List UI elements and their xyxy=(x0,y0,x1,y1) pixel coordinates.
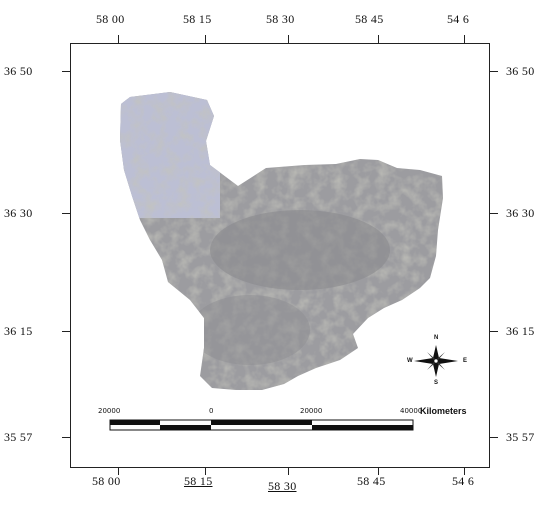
bottom-lon-label: 58 00 xyxy=(92,474,121,488)
bottom-lon-label: 58 15 xyxy=(184,474,213,488)
grid-tick xyxy=(490,213,498,214)
grid-tick xyxy=(288,468,289,475)
grid-tick xyxy=(62,437,70,438)
grid-tick xyxy=(118,468,119,475)
top-lon-label: 58 00 xyxy=(96,12,125,26)
grid-tick xyxy=(378,35,379,43)
scale-unit: Kilometers xyxy=(420,406,467,416)
right-lat-label: 36 30 xyxy=(506,206,535,220)
right-lat-label: 36 15 xyxy=(506,324,535,338)
bottom-lon-label: 58 30 xyxy=(268,479,297,493)
scale-label: 20000 xyxy=(300,407,323,415)
grid-tick xyxy=(464,468,465,475)
west-label: W xyxy=(407,358,413,364)
scale-label: 0 xyxy=(209,407,214,415)
left-lat-label: 36 50 xyxy=(4,64,33,78)
bottom-lon-label: 54 6 xyxy=(452,474,475,488)
grid-tick xyxy=(205,35,206,43)
top-lon-label: 58 30 xyxy=(266,12,295,26)
top-lon-label: 58 15 xyxy=(183,12,212,26)
grid-tick xyxy=(62,71,70,72)
scale-label: 40000 xyxy=(400,407,423,415)
scale-label: 20000 xyxy=(98,407,121,415)
right-lat-label: 36 50 xyxy=(506,64,535,78)
right-lat-label: 35 57 xyxy=(506,430,535,444)
grid-tick xyxy=(118,35,119,43)
east-label: E xyxy=(463,358,468,364)
top-lon-label: 58 45 xyxy=(355,12,384,26)
left-lat-label: 35 57 xyxy=(4,430,33,444)
bottom-lon-label: 58 45 xyxy=(357,474,386,488)
left-lat-label: 36 30 xyxy=(4,206,33,220)
north-label: N xyxy=(434,335,439,341)
left-lat-label: 36 15 xyxy=(4,324,33,338)
grid-tick xyxy=(378,468,379,475)
grid-tick xyxy=(464,35,465,43)
grid-tick xyxy=(490,71,498,72)
grid-tick xyxy=(288,35,289,43)
grid-tick xyxy=(490,437,498,438)
grid-tick xyxy=(205,468,206,475)
top-lon-label: 54 6 xyxy=(447,12,470,26)
grid-tick xyxy=(62,331,70,332)
grid-tick xyxy=(62,213,70,214)
grid-tick xyxy=(490,331,498,332)
map-frame xyxy=(70,43,490,468)
south-label: S xyxy=(434,380,439,386)
